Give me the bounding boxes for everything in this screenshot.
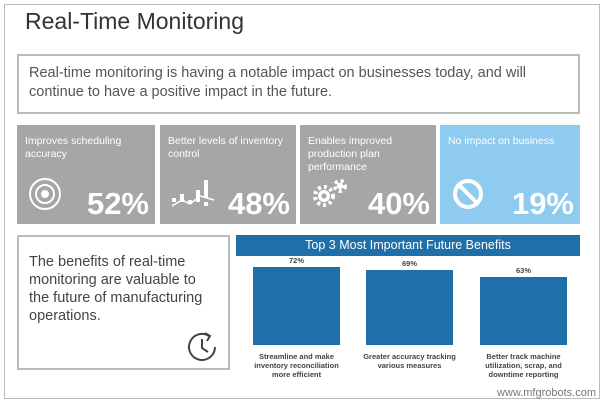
stat-label: Improves scheduling accuracy	[25, 135, 122, 160]
stat-tile: No impact on business 19%	[440, 125, 580, 224]
frame	[4, 4, 600, 399]
chart-icon	[171, 180, 215, 207]
value-label: 69%	[401, 259, 417, 269]
stat-tile: Better levels of inventory control 48%	[160, 125, 296, 224]
no-icon	[453, 179, 483, 209]
stat-value: 52%	[86, 186, 149, 221]
value-label: 63%	[515, 265, 531, 275]
category-label: Greater accuracy tracking various measur…	[363, 352, 456, 370]
stat-label: Better levels of inventory control	[168, 135, 283, 160]
page-title: Real-Time Monitoring	[25, 8, 244, 34]
bar	[480, 276, 567, 345]
category-label: Streamline and make inventory reconcilia…	[254, 352, 339, 379]
stat-value: 40%	[367, 186, 430, 221]
callout-text: The benefits of real-time monitoring are…	[29, 254, 203, 324]
bar	[366, 270, 453, 345]
bar	[253, 267, 340, 345]
target-icon	[29, 178, 61, 210]
stat-tile: Improves scheduling accuracy 52%	[17, 125, 155, 224]
stat-label: No impact on business	[448, 135, 555, 147]
stat-value: 48%	[227, 186, 290, 221]
stat-value: 19%	[511, 186, 574, 221]
clock-icon	[188, 332, 216, 361]
gears-icon	[313, 179, 347, 207]
stat-tile: Enables improved production plan perform…	[300, 125, 436, 224]
stat-label: Enables improved production plan perform…	[308, 135, 393, 173]
category-label: Better track machine utilization, scrap,…	[485, 352, 562, 379]
chart-title: Top 3 Most Important Future Benefits	[236, 235, 580, 256]
intro-text: Real-time monitoring is having a notable…	[17, 54, 580, 114]
callout-box: The benefits of real-time monitoring are…	[17, 235, 230, 370]
watermark: www.mfgrobots.com	[496, 387, 596, 399]
value-label: 72%	[288, 256, 304, 265]
